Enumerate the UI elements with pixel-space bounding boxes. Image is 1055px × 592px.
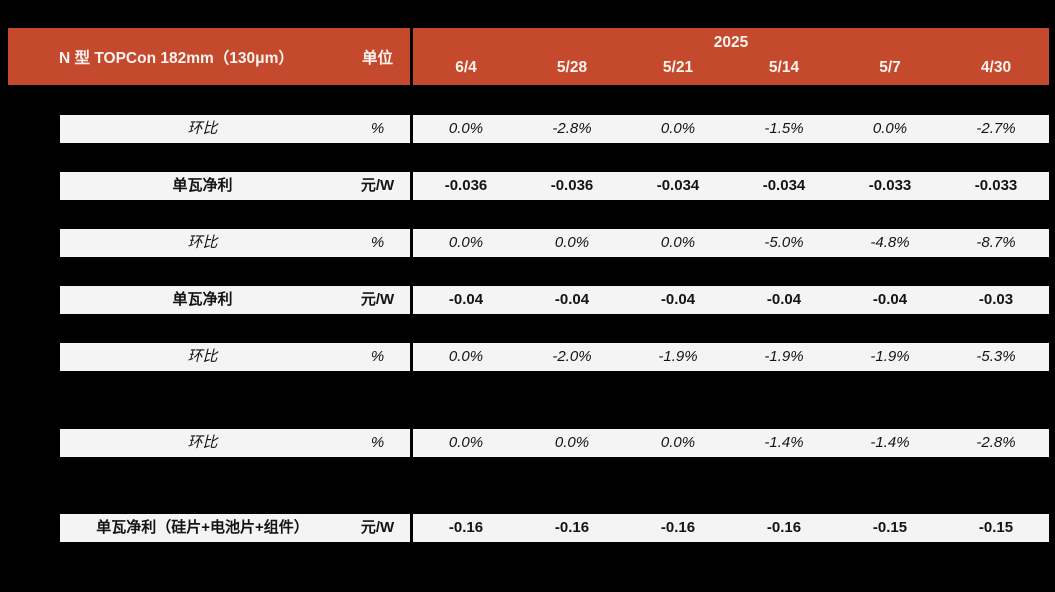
product-title: N 型 TOPCon 182mm（130μm）: [59, 49, 294, 67]
data-cell: -5.0%: [764, 234, 804, 251]
date-column-header: 5/21: [662, 59, 694, 76]
table-row: 单瓦净利 元/W -0.036 -0.036 -0.034 -0.034 -0.…: [60, 172, 1049, 200]
data-cell: -1.4%: [870, 434, 910, 451]
data-cell: -1.4%: [764, 434, 804, 451]
row-label: 单瓦净利（硅片+电池片+组件）: [96, 519, 309, 536]
row-label: 环比: [187, 348, 218, 365]
row-left-segment: 环比 %: [60, 343, 410, 371]
data-cell: -0.04: [766, 291, 802, 308]
data-cell: -1.9%: [764, 348, 804, 365]
date-column-header: 4/30: [980, 59, 1012, 76]
data-cell: 0.0%: [448, 120, 484, 137]
date-column-header: 5/28: [556, 59, 588, 76]
date-column-header: 5/14: [768, 59, 800, 76]
data-cell: -8.7%: [976, 234, 1016, 251]
row-left-segment: 环比 %: [60, 115, 410, 143]
data-cell: 0.0%: [448, 234, 484, 251]
data-cell: -0.15: [872, 519, 908, 536]
row-unit: 元/W: [360, 291, 395, 308]
data-cell: -0.04: [448, 291, 484, 308]
data-cell: -1.5%: [764, 120, 804, 137]
row-data-segment: 0.0% 0.0% 0.0% -1.4% -1.4% -2.8%: [413, 429, 1049, 457]
row-left-segment: 环比 %: [60, 229, 410, 257]
data-cell: 0.0%: [660, 434, 696, 451]
table-row: 环比 % 0.0% 0.0% 0.0% -5.0% -4.8% -8.7%: [60, 229, 1049, 257]
data-cell: -2.8%: [976, 434, 1016, 451]
data-cell: -1.9%: [870, 348, 910, 365]
data-cell: -2.7%: [976, 120, 1016, 137]
data-cell: 0.0%: [554, 434, 590, 451]
data-cell: -0.04: [554, 291, 590, 308]
row-data-segment: 0.0% -2.8% 0.0% -1.5% 0.0% -2.7%: [413, 115, 1049, 143]
row-label: 环比: [187, 120, 218, 137]
header-left-section: N 型 TOPCon 182mm（130μm） 单位: [8, 28, 410, 85]
data-cell: -0.036: [550, 177, 594, 194]
data-cell: -1.9%: [658, 348, 698, 365]
row-label: 环比: [187, 234, 218, 251]
row-left-segment: 单瓦净利（硅片+电池片+组件） 元/W: [60, 514, 410, 542]
data-cell: -0.16: [448, 519, 484, 536]
data-cell: -4.8%: [870, 234, 910, 251]
header-dates-section: 2025 6/4 5/28 5/21 5/14 5/7 4/30: [413, 28, 1049, 85]
table-row: 单瓦净利 元/W -0.04 -0.04 -0.04 -0.04 -0.04 -…: [60, 286, 1049, 314]
row-unit: 元/W: [360, 519, 395, 536]
data-cell: -0.16: [554, 519, 590, 536]
year-header: 2025: [713, 34, 749, 51]
row-left-segment: 单瓦净利 元/W: [60, 286, 410, 314]
row-unit: 元/W: [360, 177, 395, 194]
row-data-segment: 0.0% -2.0% -1.9% -1.9% -1.9% -5.3%: [413, 343, 1049, 371]
row-data-segment: -0.16 -0.16 -0.16 -0.16 -0.15 -0.15: [413, 514, 1049, 542]
date-headers-row: 6/4 5/28 5/21 5/14 5/7 4/30: [413, 55, 1049, 85]
row-left-segment: 环比 %: [60, 429, 410, 457]
row-unit: %: [370, 120, 385, 137]
row-left-segment: 单瓦净利 元/W: [60, 172, 410, 200]
row-data-segment: 0.0% 0.0% 0.0% -5.0% -4.8% -8.7%: [413, 229, 1049, 257]
table-row: 环比 % 0.0% 0.0% 0.0% -1.4% -1.4% -2.8%: [60, 429, 1049, 457]
data-cell: -0.04: [660, 291, 696, 308]
data-cell: -2.8%: [552, 120, 592, 137]
row-label: 单瓦净利: [172, 177, 233, 194]
row-data-segment: -0.04 -0.04 -0.04 -0.04 -0.04 -0.03: [413, 286, 1049, 314]
row-data-segment: -0.036 -0.036 -0.034 -0.034 -0.033 -0.03…: [413, 172, 1049, 200]
data-cell: -0.16: [766, 519, 802, 536]
data-cell: -0.15: [978, 519, 1014, 536]
data-cell: 0.0%: [448, 434, 484, 451]
data-cell: -2.0%: [552, 348, 592, 365]
data-cell: -0.04: [872, 291, 908, 308]
table-row: 单瓦净利（硅片+电池片+组件） 元/W -0.16 -0.16 -0.16 -0…: [60, 514, 1049, 542]
data-cell: 0.0%: [872, 120, 908, 137]
data-cell: -0.034: [656, 177, 700, 194]
data-cell: 0.0%: [554, 234, 590, 251]
row-unit: %: [370, 234, 385, 251]
row-label: 单瓦净利: [172, 291, 233, 308]
data-cell: -0.033: [974, 177, 1018, 194]
date-column-header: 6/4: [455, 59, 477, 76]
data-cell: 0.0%: [660, 234, 696, 251]
data-cell: -0.036: [444, 177, 488, 194]
unit-column-header: 单位: [361, 49, 393, 67]
data-cell: 0.0%: [660, 120, 696, 137]
row-unit: %: [370, 348, 385, 365]
data-cell: -0.03: [978, 291, 1014, 308]
table-header: N 型 TOPCon 182mm（130μm） 单位 2025 6/4 5/28…: [8, 28, 1049, 85]
data-cell: -0.16: [660, 519, 696, 536]
row-unit: %: [370, 434, 385, 451]
table-row: 环比 % 0.0% -2.0% -1.9% -1.9% -1.9% -5.3%: [60, 343, 1049, 371]
data-cell: -0.034: [762, 177, 806, 194]
data-cell: -5.3%: [976, 348, 1016, 365]
row-label: 环比: [187, 434, 218, 451]
data-cell: -0.033: [868, 177, 912, 194]
table-row: 环比 % 0.0% -2.8% 0.0% -1.5% 0.0% -2.7%: [60, 115, 1049, 143]
date-column-header: 5/7: [879, 59, 901, 76]
data-cell: 0.0%: [448, 348, 484, 365]
